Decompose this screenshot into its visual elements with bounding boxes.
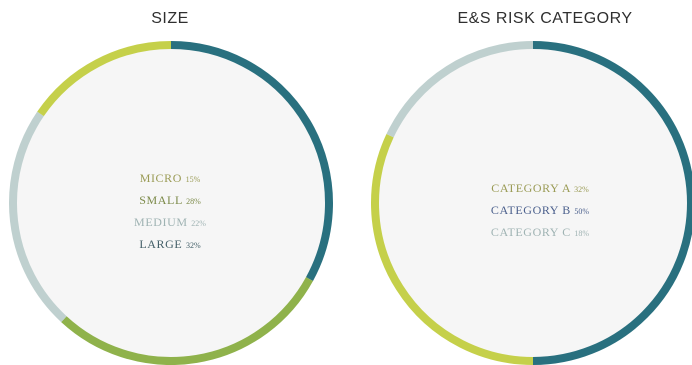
legend-size: MICRO 15% SMALL 28% MEDIUM 22% LARGE 32% [70, 168, 270, 256]
chart-title-risk: E&S RISK CATEGORY [457, 10, 633, 27]
donut-slice-micro [37, 41, 172, 117]
legend-item-large: LARGE 32% [139, 237, 201, 251]
legend-item-small: SMALL 28% [139, 193, 201, 207]
donut-slice-category-a [371, 134, 534, 365]
donut-center-risk [375, 45, 691, 361]
legend-item-medium: MEDIUM 22% [134, 215, 206, 229]
donut-slice-large [170, 41, 333, 281]
donut-ring-risk [371, 41, 692, 365]
legend-item-category-a: CATEGORY A 32% [491, 181, 589, 195]
donut-ring-size [9, 41, 333, 365]
legend-risk: CATEGORY A 32% CATEGORY B 50% CATEGORY C… [430, 178, 650, 244]
donut-slice-small [61, 277, 314, 365]
donut-slice-category-b [532, 41, 692, 365]
donut-slice-category-c [386, 41, 534, 138]
legend-item-category-b: CATEGORY B 50% [490, 203, 590, 217]
legend-item-category-c: CATEGORY C 18% [490, 225, 590, 239]
donut-center-size [13, 45, 329, 361]
donut-slice-medium [9, 111, 67, 323]
chart-title-size: SIZE [151, 10, 189, 27]
legend-item-micro: MICRO 15% [139, 171, 201, 185]
